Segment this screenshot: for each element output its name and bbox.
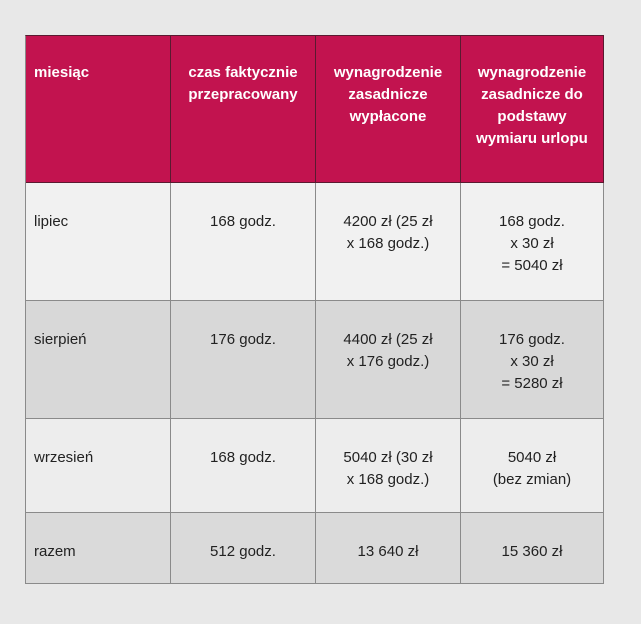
cell-text: = 5040 zł [501,257,563,274]
cell-text: 176 godz. [210,331,276,348]
cell-text: 5040 zł [507,449,557,466]
table-cell: 168 godz. [171,183,316,301]
table: miesiąc czas faktycznie przepracowany wynag… [25,35,604,584]
cell-text: 176 godz. [499,331,565,348]
cell-text: x 30 zł [510,235,554,252]
header-cell: wynagrodzenie zasadnicze do podstawy wymiar… [461,36,604,183]
table-cell: 4400 zł (25 zł x 176 godz.) [316,301,461,419]
cell-text: wynagrodzenie [477,64,587,81]
cell-text: x 168 godz.) [346,235,430,252]
cell-text: 4400 zł (25 zł [343,331,433,348]
table-cell: 176 godz. [171,301,316,419]
cell-text: x 176 godz.) [346,353,430,370]
table-cell: 5040 zł (bez zmian) [461,419,604,513]
table-cell: 512 godz. [171,513,316,584]
cell-text: lipiec [34,213,69,230]
table-cell: sierpień [26,301,171,419]
cell-text: podstawy [497,108,567,125]
cell-text: 168 godz. [499,213,565,230]
cell-text: zasadnicze do [481,86,583,103]
cell-text: sierpień [34,331,87,348]
table-cell: 5040 zł (30 zł x 168 godz.) [316,419,461,513]
cell-text: zasadnicze [348,86,428,103]
table-cell: lipiec [26,183,171,301]
table-cell: 4200 zł (25 zł x 168 godz.) [316,183,461,301]
table-cell: 13 640 zł [316,513,461,584]
cell-text: wypłacone [349,108,427,125]
header-cell: miesiąc [26,36,171,183]
cell-text: 168 godz. [210,213,276,230]
table-cell: wrzesień [26,419,171,513]
cell-text: 5040 zł (30 zł [343,449,433,466]
cell-text: wrzesień [34,449,94,466]
cell-text: razem [34,543,76,560]
cell-text: 4200 zł (25 zł [343,213,433,230]
cell-text: x 168 godz.) [346,471,430,488]
cell-text: x 30 zł [510,353,554,370]
cell-text: wynagrodzenie [333,64,443,81]
header-cell: czas faktycznie przepracowany [171,36,316,183]
table-cell: 168 godz. [171,419,316,513]
cell-text: 512 godz. [210,543,276,560]
table-cell: 168 godz. x 30 zł = 5040 zł [461,183,604,301]
cell-text: miesiąc [34,64,90,81]
cell-text: 13 640 zł [357,543,419,560]
table-cell: razem [26,513,171,584]
header-cell: wynagrodzenie zasadnicze wypłacone [316,36,461,183]
cell-text: czas faktycznie [188,64,298,81]
cell-text: wymiaru urlopu [476,130,588,147]
table-cell: 15 360 zł [461,513,604,584]
cell-text: (bez zmian) [492,471,572,488]
cell-text: 168 godz. [210,449,276,466]
cell-text: = 5280 zł [501,375,563,392]
table-cell: 176 godz. x 30 zł = 5280 zł [461,301,604,419]
cell-text: 15 360 zł [501,543,563,560]
cell-text: przepracowany [188,86,298,103]
